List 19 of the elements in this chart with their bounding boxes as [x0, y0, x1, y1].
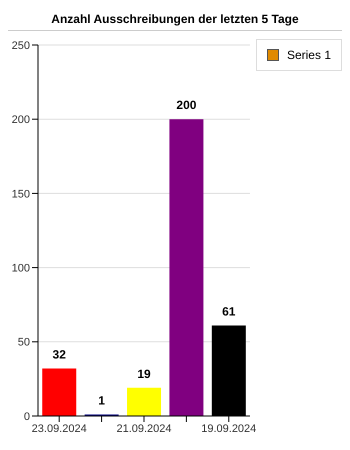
- x-tick-label: 23.09.2024: [32, 422, 87, 435]
- bar: [169, 119, 204, 416]
- data-label: 1: [98, 394, 106, 408]
- data-label: 200: [176, 98, 197, 112]
- x-tick-label: 19.09.2024: [201, 422, 256, 435]
- data-label: 61: [222, 304, 236, 318]
- text: Series 1: [286, 48, 331, 62]
- data-label: 19: [137, 366, 152, 381]
- y-tick-label: 200: [12, 114, 30, 126]
- bar: [127, 388, 162, 416]
- y-tick-label: 250: [12, 40, 30, 52]
- y-tick-label: 50: [18, 336, 30, 349]
- y-tick-label: 0: [24, 410, 30, 423]
- x-tick-label: 21.09.2024: [116, 422, 172, 435]
- chart-title: Anzahl Ausschreibungen der letzten 5 Tage: [8, 8, 342, 31]
- y-tick-label: 100: [12, 262, 30, 275]
- y-tick-label: 150: [12, 188, 30, 200]
- data-label: 32: [52, 348, 66, 362]
- bar: [42, 368, 76, 416]
